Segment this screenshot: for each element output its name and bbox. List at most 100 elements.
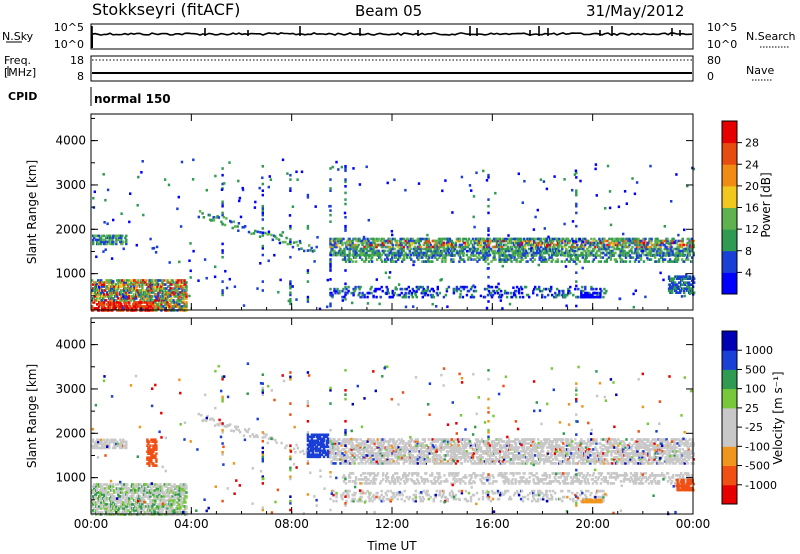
scatter-cell <box>349 258 353 261</box>
scatter-cell <box>623 249 626 253</box>
scatter-cell <box>565 258 568 261</box>
scatter-cell <box>471 251 475 255</box>
scatter-cell <box>156 507 159 510</box>
scatter-cell <box>115 240 118 244</box>
scatter-cell <box>493 239 497 243</box>
scatter-cell <box>213 275 217 279</box>
scatter-cell <box>551 253 554 257</box>
scatter-cell <box>329 302 332 306</box>
scatter-cell <box>359 446 362 449</box>
scatter-cell <box>118 487 121 490</box>
scatter-cell <box>596 291 599 295</box>
scatter-cell <box>338 241 341 245</box>
scatter-cell <box>395 239 398 243</box>
scatter-cell <box>329 245 332 249</box>
scatter-cell <box>114 444 117 448</box>
scatter-cell <box>564 265 568 268</box>
scatter-cell <box>203 258 207 261</box>
scatter-cell <box>512 243 516 247</box>
scatter-cell <box>395 287 398 291</box>
scatter-cell <box>109 499 112 502</box>
scatter-cell <box>153 285 156 288</box>
scatter-cell <box>685 249 688 253</box>
scatter-cell <box>512 286 515 289</box>
scatter-cell <box>614 247 617 251</box>
scatter-cell <box>563 296 566 299</box>
scatter-cell <box>98 507 101 510</box>
scatter-cell <box>605 253 608 257</box>
scatter-cell <box>439 278 442 282</box>
scatter-cell <box>665 251 668 255</box>
scatter-cell <box>615 239 618 243</box>
scatter-cell <box>232 429 236 433</box>
scatter-cell <box>361 458 364 461</box>
scatter-cell <box>558 251 561 255</box>
scatter-cell <box>120 238 123 242</box>
scatter-cell <box>584 249 587 253</box>
scatter-cell <box>607 256 611 259</box>
scatter-cell <box>368 249 371 253</box>
scatter-cell <box>344 167 347 170</box>
scatter-cell <box>118 489 121 492</box>
scatter-cell <box>594 256 598 259</box>
scatter-cell <box>92 283 95 286</box>
scatter-cell <box>125 440 128 444</box>
scatter-cell <box>575 211 578 215</box>
scatter-cell <box>413 291 416 295</box>
scatter-cell <box>152 499 155 502</box>
scatter-cell <box>441 260 444 263</box>
scatter-cell <box>693 277 696 280</box>
scatter-cell <box>582 240 585 244</box>
scatter-cell <box>119 305 122 308</box>
scatter-cell <box>356 450 359 453</box>
scatter-cell <box>386 256 389 259</box>
scatter-cell <box>391 256 394 259</box>
scatter-cell <box>669 279 673 282</box>
scatter-cell <box>540 239 543 243</box>
scatter-cell <box>339 456 342 459</box>
scatter-cell <box>667 275 671 278</box>
scatter-cell <box>112 483 115 486</box>
scatter-cell <box>615 260 619 263</box>
scatter-cell <box>98 291 101 294</box>
scatter-cell <box>462 254 465 257</box>
scatter-cell <box>690 291 693 294</box>
scatter-cell <box>117 493 120 496</box>
scatter-cell <box>595 239 598 243</box>
scatter-cell <box>562 289 565 293</box>
scatter-cell <box>289 224 292 228</box>
scatter-cell <box>388 247 391 251</box>
cpid-label: CPID <box>8 90 38 103</box>
scatter-cell <box>114 497 117 500</box>
scatter-cell <box>561 241 564 245</box>
scatter-cell <box>370 442 373 445</box>
scatter-cell <box>133 487 136 490</box>
scatter-cell <box>666 239 669 243</box>
scatter-cell <box>562 237 565 241</box>
scatter-cell <box>680 295 684 298</box>
scatter-cell <box>440 251 444 255</box>
scatter-cell <box>487 262 490 266</box>
scatter-cell <box>499 258 502 261</box>
scatter-cell <box>345 245 348 249</box>
scatter-cell <box>182 299 185 302</box>
scatter-cell <box>338 291 341 295</box>
scatter-cell <box>155 245 159 249</box>
scatter-cell <box>116 305 119 308</box>
scatter-cell <box>126 493 129 496</box>
scatter-cell <box>612 251 615 255</box>
scatter-cell <box>488 285 492 289</box>
scatter-cell <box>513 245 517 249</box>
scatter-cell <box>230 220 233 224</box>
scatter-cell <box>363 458 366 461</box>
scatter-cell <box>580 247 583 251</box>
scatter-cell <box>275 237 278 240</box>
scatter-cell <box>523 254 526 257</box>
scatter-cell <box>167 281 170 284</box>
scatter-cell <box>348 260 352 263</box>
scatter-cell <box>329 304 332 308</box>
scatter-cell <box>669 247 672 251</box>
scatter-cell <box>690 237 693 241</box>
scatter-cell <box>485 287 489 291</box>
scatter-cell <box>519 239 523 243</box>
